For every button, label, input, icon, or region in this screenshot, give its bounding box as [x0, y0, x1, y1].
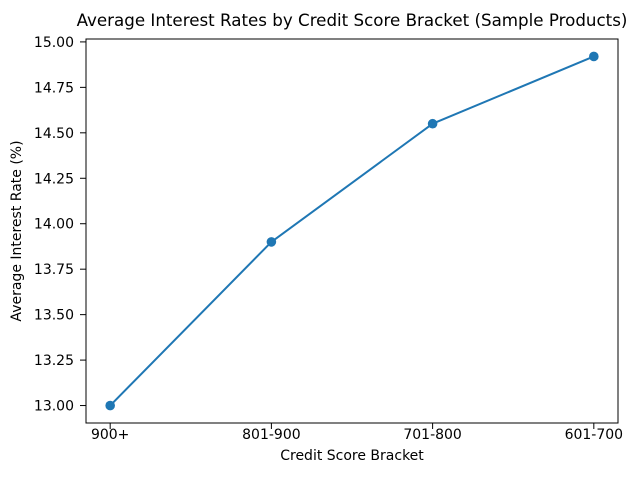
y-tick-label: 14.50 [34, 126, 74, 142]
y-tick-label: 15.00 [34, 35, 74, 51]
y-axis-label: Average Interest Rate (%) [9, 140, 25, 321]
y-tick-label: 13.75 [34, 262, 74, 278]
chart-title: Average Interest Rates by Credit Score B… [77, 10, 628, 30]
y-tick-label: 14.00 [34, 217, 74, 233]
plot-border [85, 38, 619, 424]
y-tick-label: 14.75 [34, 80, 74, 96]
x-tick-label: 601-700 [565, 427, 624, 443]
data-point-marker [105, 400, 115, 411]
y-tick-label: 13.00 [34, 399, 74, 415]
plot-layer: 13.00 13.25 13.50 13.75 14.00 14.25 14.50 14.75… [34, 35, 623, 443]
y-tick-label: 14.25 [34, 171, 74, 187]
data-line [109, 55, 595, 407]
data-point-marker [266, 237, 277, 247]
data-point-marker [427, 118, 438, 129]
x-tick-label: 900+ [91, 427, 129, 443]
y-tick-label: 13.50 [34, 308, 74, 324]
data-point-marker [589, 51, 599, 62]
x-tick-label: 801-900 [242, 427, 301, 443]
x-axis-label: Credit Score Bracket [280, 448, 424, 464]
y-tick-label: 13.25 [34, 353, 74, 369]
x-tick-label: 701-800 [403, 427, 462, 443]
